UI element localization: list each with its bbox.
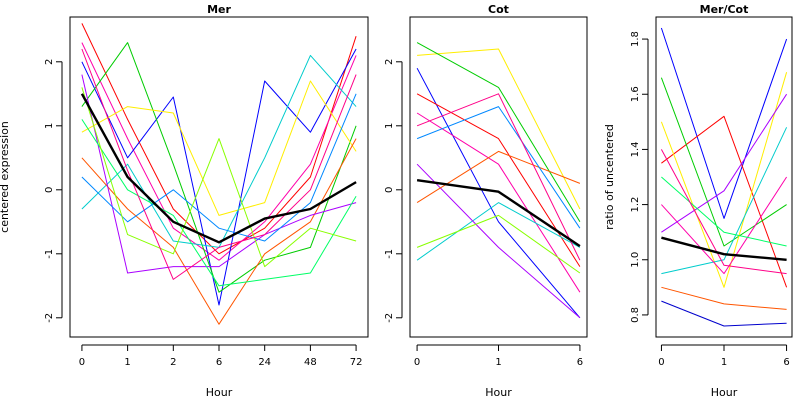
panel-mercot: Mer/Cot 0.8 1.0 1.2 1.4 1.6 1.8 0 1 6 Hour ratio of… <box>603 3 793 399</box>
series-line-5 <box>81 80 357 216</box>
series-line-10 <box>416 214 581 274</box>
series-line-1 <box>81 23 357 255</box>
panel-cot: Cot -2 -1 0 1 2 0 1 6 Hour <box>384 3 588 399</box>
series-line-11 <box>660 149 787 275</box>
y-tick-label: 1.4 <box>630 141 641 157</box>
x-tick-label: 72 <box>350 357 363 368</box>
y-tick-label: 1.2 <box>630 197 641 213</box>
series-line-6 <box>661 127 788 275</box>
x-tick-label: 0 <box>658 357 664 368</box>
series-line-6 <box>416 202 581 261</box>
y-axis-label: centered expression <box>0 121 11 233</box>
y-tick-label: 0 <box>384 187 395 193</box>
chart-title: Mer <box>207 3 231 16</box>
plot-frame <box>409 16 588 338</box>
x-tick-label: 1 <box>721 357 727 368</box>
chart-title: Cot <box>488 3 509 16</box>
series-line-mean <box>80 93 357 244</box>
series-line-5 <box>416 112 581 293</box>
x-tick-label: 2 <box>170 357 176 368</box>
series-line-7 <box>416 163 581 319</box>
y-tick-label: 1.6 <box>630 86 641 102</box>
plot-frame <box>69 16 369 338</box>
series-line-9 <box>81 119 357 287</box>
y-tick-label: 0.8 <box>630 307 641 323</box>
y-tick-label: 0 <box>44 187 55 193</box>
y-tick-label: -1 <box>384 249 395 259</box>
y-tick-label: 1.0 <box>630 252 641 268</box>
series-line-10 <box>81 93 357 242</box>
series-line-2 <box>661 300 787 327</box>
series-line-5 <box>660 72 788 288</box>
series-line-3 <box>81 48 357 306</box>
x-tick-label: 0 <box>79 357 85 368</box>
series-line-2 <box>416 42 581 223</box>
series-line-2 <box>81 42 357 261</box>
x-tick-label: 6 <box>783 357 789 368</box>
x-axis-label: Hour <box>485 386 512 399</box>
x-axis-label: Hour <box>206 386 233 399</box>
series-line-9 <box>661 286 787 310</box>
x-axis-label: Hour <box>711 386 738 399</box>
series-line-4 <box>81 42 357 293</box>
series-line-3 <box>661 115 788 288</box>
x-tick-label: 6 <box>216 357 222 368</box>
series-line-3 <box>416 67 581 319</box>
series-line-10 <box>661 176 787 247</box>
series-line-8 <box>81 74 357 274</box>
y-tick-label: 2 <box>384 59 395 65</box>
y-axis-label: ratio of uncentered <box>603 124 616 230</box>
series-line-mean <box>416 179 581 248</box>
series-line-8 <box>661 93 788 233</box>
y-tick-label: 1 <box>44 123 55 129</box>
y-tick-label: 1.8 <box>630 31 641 47</box>
x-tick-label: 0 <box>414 357 420 368</box>
series-line-11 <box>81 87 357 268</box>
x-tick-label: 6 <box>577 357 583 368</box>
x-tick-label: 24 <box>258 357 271 368</box>
y-tick-label: 2 <box>44 59 55 65</box>
panel-mer: Mer -2 -1 0 1 2 0 1 2 6 24 48 72 Hour centered express… <box>0 3 369 399</box>
x-tick-label: 1 <box>495 357 501 368</box>
x-tick-label: 1 <box>124 357 130 368</box>
x-tick-label: 48 <box>304 357 317 368</box>
y-tick-label: -2 <box>384 313 395 323</box>
plot-frame <box>655 16 793 338</box>
series-line-9 <box>416 106 581 229</box>
series-line-mean <box>661 236 787 261</box>
chart-title: Mer/Cot <box>700 3 749 16</box>
y-tick-label: -2 <box>44 313 55 323</box>
series-line-4 <box>660 77 787 247</box>
series-line-11 <box>416 93 581 261</box>
series-line-1 <box>660 27 788 219</box>
y-tick-label: -1 <box>44 249 55 259</box>
y-tick-label: 1 <box>384 123 395 129</box>
series-line-4 <box>416 93 581 267</box>
series-line-12 <box>81 48 357 280</box>
series-line-7 <box>661 176 788 275</box>
series-line-8 <box>416 150 581 204</box>
series-line-7 <box>81 138 357 325</box>
series-line-1 <box>417 48 581 210</box>
